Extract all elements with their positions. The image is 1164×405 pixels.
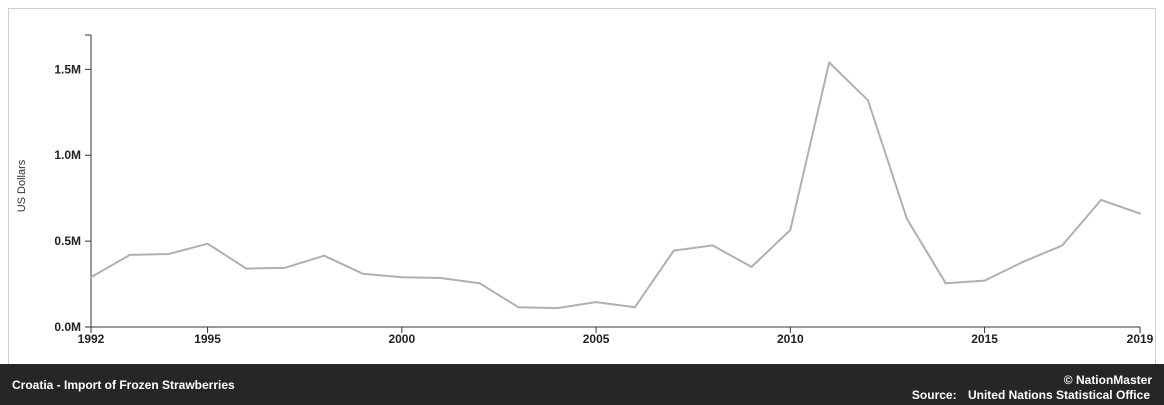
plot-area bbox=[90, 61, 1141, 310]
data-point bbox=[789, 228, 792, 231]
data-point bbox=[595, 301, 598, 304]
data-point bbox=[983, 279, 986, 282]
line-chart: 0.0M 0.5M 1.0M 1.5M 1992 1995 2000 2005 2010 201… bbox=[16, 34, 1154, 346]
data-point bbox=[556, 307, 559, 310]
x-axis: 1992 1995 2000 2005 2010 2015 2019 bbox=[78, 326, 1154, 346]
data-point bbox=[90, 276, 92, 279]
x-tick-label: 2005 bbox=[583, 332, 610, 346]
x-tick-label: 2000 bbox=[388, 332, 415, 346]
source-row: Source: United Nations Statistical Offic… bbox=[912, 388, 1150, 402]
y-axis-title: US Dollars bbox=[16, 159, 28, 212]
data-point bbox=[400, 276, 403, 279]
y-axis: 0.0M 0.5M 1.0M 1.5M bbox=[54, 34, 92, 334]
data-point bbox=[944, 282, 947, 285]
x-tick-label: 2010 bbox=[777, 332, 804, 346]
data-point bbox=[245, 267, 248, 270]
brand-credit: © NationMaster bbox=[1063, 373, 1152, 387]
x-tick-label: 2019 bbox=[1127, 332, 1154, 346]
chart-title: Croatia - Import of Frozen Strawberries bbox=[12, 378, 235, 392]
source-label: Source: bbox=[911, 388, 957, 402]
data-point bbox=[517, 306, 520, 309]
data-point bbox=[828, 61, 831, 64]
y-tick-label: 1.0M bbox=[54, 148, 81, 162]
data-point bbox=[711, 244, 714, 247]
footer-bar: Croatia - Import of Frozen Strawberries … bbox=[0, 364, 1164, 405]
data-point bbox=[128, 253, 131, 256]
data-point bbox=[206, 242, 209, 245]
x-tick-label: 1995 bbox=[194, 332, 221, 346]
data-point bbox=[167, 253, 170, 255]
data-point bbox=[284, 266, 287, 269]
source-value: United Nations Statistical Office bbox=[967, 388, 1150, 402]
y-tick-label: 0.0M bbox=[54, 320, 81, 334]
data-point bbox=[478, 282, 481, 285]
data-point bbox=[361, 272, 364, 275]
data-point bbox=[633, 306, 636, 309]
data-point bbox=[905, 217, 908, 220]
series-line bbox=[90, 61, 1141, 310]
data-point bbox=[672, 249, 675, 252]
data-point bbox=[439, 277, 442, 280]
y-tick-label: 0.5M bbox=[54, 234, 81, 248]
data-point bbox=[1022, 260, 1025, 263]
data-point bbox=[1100, 198, 1103, 201]
x-tick-label: 1992 bbox=[78, 332, 105, 346]
data-point bbox=[867, 99, 870, 102]
data-point bbox=[1061, 244, 1064, 247]
data-point bbox=[323, 254, 326, 257]
data-point bbox=[750, 265, 753, 268]
x-tick-label: 2015 bbox=[971, 332, 998, 346]
y-tick-label: 1.5M bbox=[54, 62, 81, 76]
data-point bbox=[1139, 212, 1141, 215]
